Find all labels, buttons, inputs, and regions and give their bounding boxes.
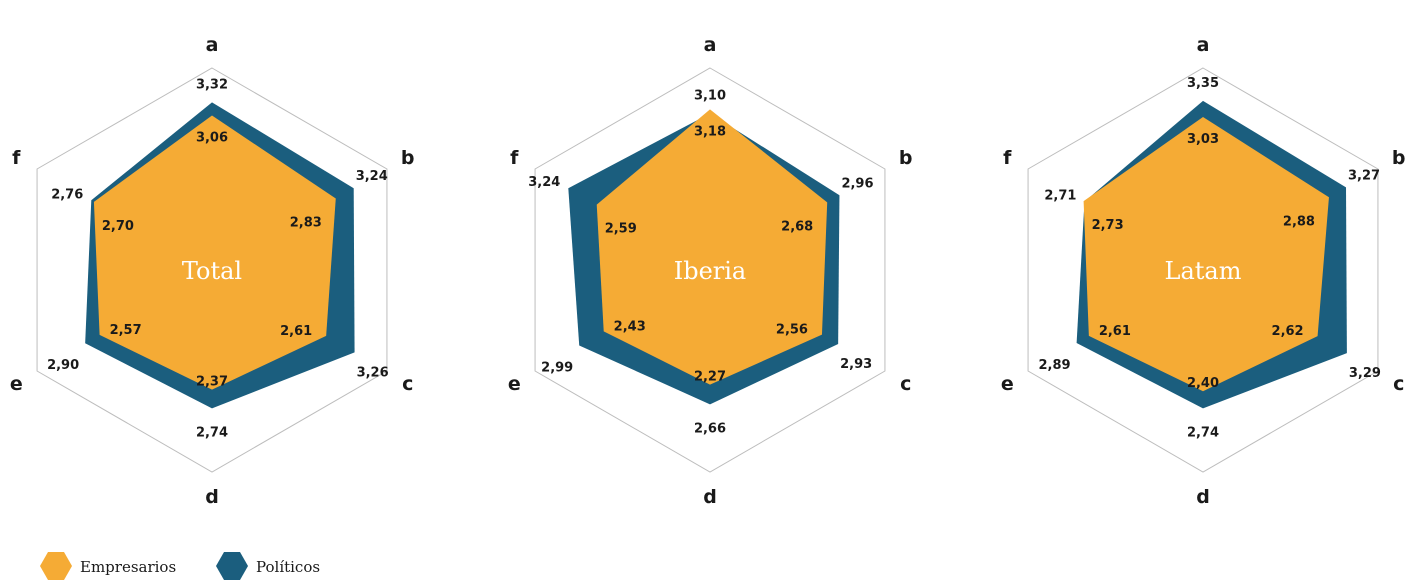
data-label-empresarios-c: 2,56 — [776, 323, 808, 338]
radar-chart-latam: a b c d e f 3,35 3,27 3,29 2,74 2,89 2,71 3,03 2,88 2,… — [1001, 34, 1406, 508]
axis-label-d: d — [1196, 486, 1210, 508]
axis-label-f: f — [12, 147, 21, 169]
axis-label-c: c — [900, 373, 911, 395]
legend-label-politicos: Políticos — [256, 558, 320, 576]
legend: Empresarios Políticos — [40, 552, 320, 580]
data-label-politicos-c: 3,29 — [1349, 366, 1381, 381]
series-area-empresarios — [1083, 116, 1329, 392]
data-label-politicos-e: 2,89 — [1039, 358, 1071, 373]
axis-label-c: c — [402, 373, 413, 395]
data-label-politicos-e: 2,90 — [47, 358, 79, 373]
data-label-empresarios-c: 2,62 — [1272, 324, 1304, 339]
series-area-empresarios — [93, 115, 336, 390]
axis-label-d: d — [703, 486, 717, 508]
data-label-empresarios-a: 3,18 — [694, 124, 726, 139]
data-label-empresarios-e: 2,61 — [1099, 324, 1131, 339]
axis-label-e: e — [508, 373, 521, 395]
data-label-politicos-d: 2,66 — [694, 421, 726, 436]
data-label-politicos-f: 2,71 — [1044, 189, 1076, 204]
axis-label-a: a — [206, 34, 219, 56]
data-label-politicos-a: 3,10 — [694, 88, 726, 103]
data-label-empresarios-a: 3,03 — [1187, 132, 1219, 147]
data-label-politicos-c: 3,26 — [357, 365, 389, 380]
charts-group: a b c d e f 3,32 3,24 3,26 2,74 2,90 2,76 3,06 2,83 2,… — [10, 34, 1406, 508]
data-label-empresarios-b: 2,88 — [1283, 214, 1315, 229]
series-area-empresarios — [596, 109, 828, 385]
data-label-politicos-a: 3,35 — [1187, 76, 1219, 91]
data-label-politicos-f: 2,76 — [51, 187, 83, 202]
data-label-empresarios-e: 2,57 — [110, 323, 142, 338]
axis-label-f: f — [1003, 147, 1012, 169]
axis-label-c: c — [1393, 373, 1404, 395]
data-label-politicos-d: 2,74 — [1187, 425, 1219, 440]
axis-label-d: d — [205, 486, 219, 508]
data-label-empresarios-d: 2,37 — [196, 375, 228, 390]
chart-title-latam: Latam — [1165, 257, 1242, 285]
grid-hexagon — [36, 67, 388, 473]
legend-swatch-empresarios — [40, 552, 72, 580]
axis-label-b: b — [1392, 147, 1406, 169]
axis-label-e: e — [10, 373, 23, 395]
axis-label-b: b — [401, 147, 415, 169]
chart-title-iberia: Iberia — [674, 257, 747, 285]
data-label-politicos-d: 2,74 — [196, 425, 228, 440]
data-label-politicos-f: 3,24 — [528, 175, 560, 190]
radar-chart-iberia: a b c d e f 3,10 2,96 2,93 2,66 2,99 3,24 3,18 2,68 2,… — [508, 34, 913, 508]
axis-label-a: a — [704, 34, 717, 56]
data-label-politicos-b: 3,24 — [356, 169, 388, 184]
data-label-politicos-e: 2,99 — [541, 360, 573, 375]
data-label-politicos-b: 3,27 — [1348, 168, 1380, 183]
data-label-empresarios-b: 2,68 — [781, 219, 813, 234]
data-label-empresarios-f: 2,73 — [1092, 218, 1124, 233]
axis-label-a: a — [1197, 34, 1210, 56]
data-label-empresarios-d: 2,27 — [694, 370, 726, 385]
axis-label-f: f — [510, 147, 519, 169]
grid-hexagon — [1027, 67, 1379, 473]
data-label-empresarios-d: 2,40 — [1187, 376, 1219, 391]
data-label-empresarios-f: 2,59 — [605, 222, 637, 237]
axis-label-b: b — [899, 147, 913, 169]
data-label-politicos-c: 2,93 — [840, 357, 872, 372]
data-label-empresarios-a: 3,06 — [196, 130, 228, 145]
grid-hexagon — [534, 67, 886, 473]
chart-title-total: Total — [182, 257, 242, 285]
data-label-politicos-b: 2,96 — [841, 176, 873, 191]
data-label-empresarios-f: 2,70 — [102, 219, 134, 234]
data-label-politicos-a: 3,32 — [196, 77, 228, 92]
data-label-empresarios-e: 2,43 — [614, 319, 646, 334]
data-label-empresarios-c: 2,61 — [280, 324, 312, 339]
data-label-empresarios-b: 2,83 — [290, 216, 322, 231]
legend-swatch-politicos — [216, 552, 248, 580]
radar-chart-total: a b c d e f 3,32 3,24 3,26 2,74 2,90 2,76 3,06 2,83 2,… — [10, 34, 415, 508]
legend-label-empresarios: Empresarios — [80, 558, 176, 576]
axis-label-e: e — [1001, 373, 1014, 395]
